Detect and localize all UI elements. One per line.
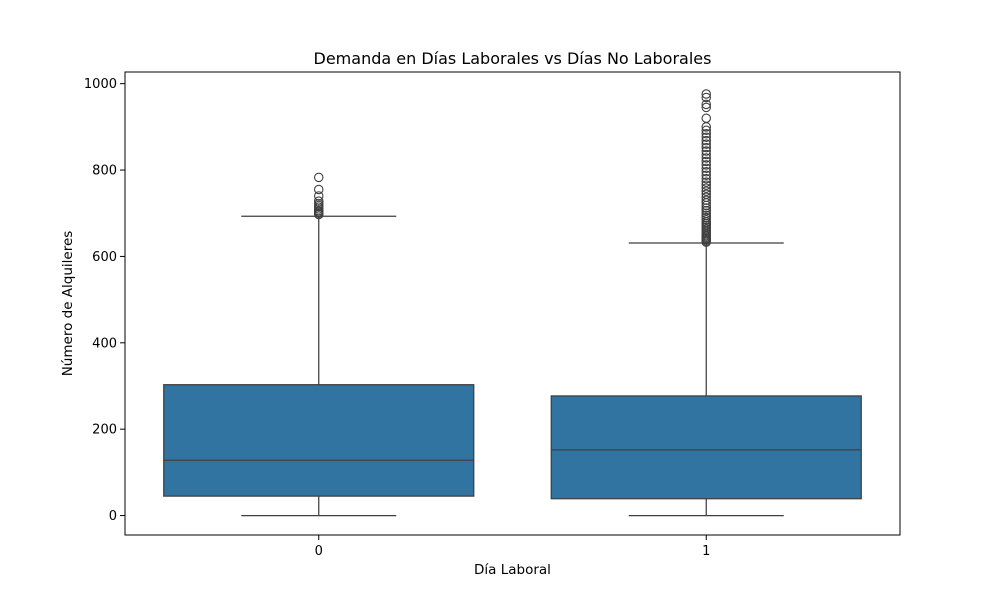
outlier-point [701, 146, 711, 156]
outlier-point [701, 208, 711, 218]
outlier-point [701, 113, 711, 123]
outlier-point [701, 132, 711, 142]
y-tick-label: 200 [92, 423, 117, 438]
outlier-point [701, 149, 711, 160]
outlier-point [701, 189, 711, 199]
y-tick-label: 400 [92, 336, 117, 351]
y-axis-label: Número de Alquileres [60, 231, 76, 377]
outlier-point [701, 89, 711, 99]
outlier-point [701, 139, 711, 149]
x-tick-label: 0 [315, 544, 323, 559]
outlier-point [701, 167, 711, 177]
outlier-point [701, 205, 711, 216]
outlier-point [701, 135, 711, 146]
outlier-point [701, 163, 711, 174]
chart-title: Demanda en Días Laborales vs Días No Lab… [314, 49, 712, 68]
outlier-point [701, 153, 711, 163]
x-tick-label: 1 [702, 544, 710, 559]
outlier-point [701, 195, 711, 206]
outlier-point [701, 156, 711, 167]
plot-area: 0 200 400 600 800 1000 0 1 [84, 71, 901, 559]
outlier-point [701, 160, 711, 170]
outlier-point [313, 198, 324, 209]
outlier-point [313, 172, 324, 183]
iqr-box [550, 395, 862, 500]
outlier-point [701, 180, 711, 190]
plot-frame [124, 71, 901, 536]
outlier-point [701, 125, 711, 136]
outlier-point [701, 170, 711, 180]
outlier-point [701, 142, 711, 153]
outlier-point [313, 184, 324, 195]
iqr-box [163, 384, 475, 497]
y-tick-label: 0 [109, 509, 117, 524]
y-tick-label: 600 [92, 250, 117, 265]
outlier-point [313, 196, 324, 206]
y-tick-label: 800 [92, 164, 117, 179]
outlier-point [313, 191, 324, 201]
outlier-point [701, 129, 711, 139]
outlier-point [701, 177, 711, 187]
outlier-point [701, 102, 711, 113]
outlier-point [701, 203, 711, 213]
x-axis-label: Día Laboral [474, 562, 551, 578]
outlier-point [701, 173, 711, 184]
outlier-point [701, 192, 711, 203]
y-tick-label: 1000 [84, 77, 117, 92]
outlier-point [701, 186, 711, 196]
outlier-point [701, 99, 711, 110]
outlier-point [701, 183, 711, 193]
outlier-point [701, 92, 711, 103]
